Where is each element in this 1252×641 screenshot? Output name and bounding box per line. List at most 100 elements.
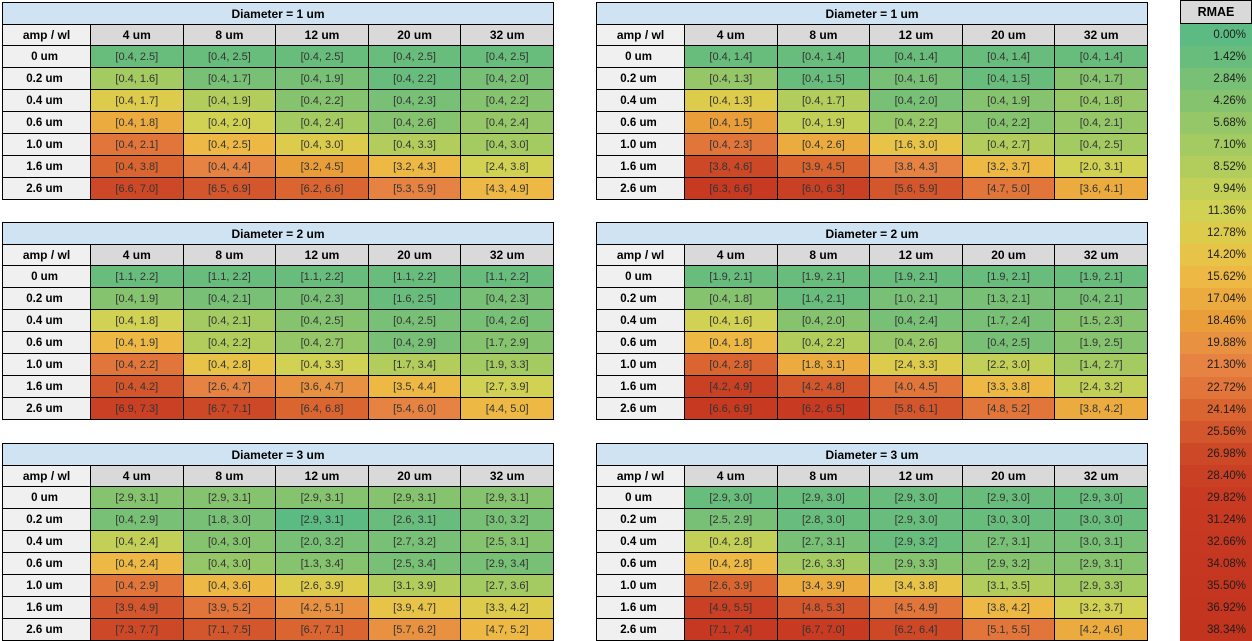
value-cell: [2.4, 3.3]	[869, 353, 963, 376]
value-cell: [1.4, 2.1]	[776, 287, 871, 310]
column-header: 20 um	[961, 24, 1056, 46]
value-cell: [0.4, 2.7]	[275, 331, 369, 354]
value-cell: [0.4, 2.9]	[367, 331, 462, 354]
value-cell: [1.7, 2.4]	[961, 309, 1056, 332]
value-cell: [0.4, 1.7]	[1054, 67, 1148, 90]
value-cell: [4.0, 4.5]	[869, 375, 963, 398]
table-title: Diameter = 2 um	[2, 222, 554, 245]
value-cell: [0.4, 1.8]	[90, 111, 184, 134]
column-header: 8 um	[182, 465, 277, 487]
row-label: 0 um	[2, 265, 91, 288]
value-cell: [6.6, 7.0]	[90, 177, 184, 200]
table-row: 0.2 um [0.4, 2.9] [1.8, 3.0] [2.9, 3.1] [2.6…	[2, 508, 554, 531]
value-cell: [2.4, 3.8]	[460, 155, 554, 178]
value-cell: [1.7, 2.9]	[460, 331, 554, 354]
value-cell: [0.4, 2.5]	[90, 45, 184, 68]
value-cell: [3.4, 3.9]	[776, 574, 871, 597]
legend-entry: 7.10%	[1180, 134, 1252, 157]
value-cell: [0.4, 2.2]	[776, 331, 871, 354]
column-header: 4 um	[684, 244, 778, 266]
row-label: 1.0 um	[596, 574, 685, 597]
column-header: 4 um	[90, 24, 184, 46]
value-cell: [6.2, 6.6]	[275, 177, 369, 200]
value-cell: [1.1, 2.2]	[460, 265, 554, 288]
value-cell: [3.3, 3.8]	[961, 375, 1056, 398]
row-label: 1.6 um	[596, 375, 685, 398]
column-header: 12 um	[275, 465, 369, 487]
legend-entry: 8.52%	[1180, 156, 1252, 179]
value-cell: [6.6, 6.9]	[684, 397, 778, 420]
row-label: 0.2 um	[596, 508, 685, 531]
row-label: 1.0 um	[2, 133, 91, 156]
row-label: 0 um	[2, 486, 91, 509]
column-header: 32 um	[460, 244, 554, 266]
value-cell: [0.4, 2.6]	[869, 331, 963, 354]
heatmap-table-diameter-3-right: Diameter = 3 um amp / wl 4 um 8 um 12 um 20 u…	[596, 443, 1148, 641]
value-cell: [0.4, 1.8]	[684, 331, 778, 354]
value-cell: [1.3, 3.4]	[275, 552, 369, 575]
row-label: 0.4 um	[2, 309, 91, 332]
value-cell: [2.5, 2.9]	[684, 508, 778, 531]
row-label: 0 um	[596, 265, 685, 288]
table-row: 0.2 um [0.4, 1.6] [0.4, 1.7] [0.4, 1.9] [0.4…	[2, 67, 554, 90]
value-cell: [0.4, 1.4]	[776, 45, 871, 68]
value-cell: [0.4, 2.9]	[90, 574, 184, 597]
value-cell: [6.2, 6.4]	[869, 618, 963, 641]
row-label: 1.6 um	[596, 596, 685, 619]
value-cell: [0.4, 2.3]	[367, 89, 462, 112]
heatmap-table-diameter-2-left: Diameter = 2 um amp / wl 4 um 8 um 12 um 20 u…	[2, 222, 554, 420]
value-cell: [1.9, 2.1]	[776, 265, 871, 288]
value-cell: [2.7, 3.6]	[460, 574, 554, 597]
legend-entry: 19.88%	[1180, 332, 1252, 355]
value-cell: [4.8, 5.3]	[776, 596, 871, 619]
value-cell: [3.9, 4.5]	[776, 155, 871, 178]
value-cell: [3.0, 3.1]	[1054, 530, 1148, 553]
value-cell: [0.4, 2.4]	[869, 309, 963, 332]
value-cell: [3.8, 4.2]	[1054, 397, 1148, 420]
legend-entry: 25.56%	[1180, 420, 1252, 443]
value-cell: [4.2, 4.6]	[1054, 618, 1148, 641]
legend-entry: 29.82%	[1180, 486, 1252, 509]
value-cell: [2.7, 3.1]	[776, 530, 871, 553]
legend-entry: 12.78%	[1180, 222, 1252, 245]
value-cell: [1.1, 2.2]	[182, 265, 277, 288]
value-cell: [0.4, 1.5]	[961, 67, 1056, 90]
table-row: 1.6 um [3.9, 4.9] [3.9, 5.2] [4.2, 5.1] [3.9…	[2, 596, 554, 619]
value-cell: [0.4, 1.9]	[90, 331, 184, 354]
value-cell: [2.6, 3.3]	[776, 552, 871, 575]
table-row: 0.4 um [0.4, 2.8] [2.7, 3.1] [2.9, 3.2] [2.7…	[596, 530, 1148, 553]
column-header: 8 um	[776, 465, 871, 487]
legend-entry: 26.98%	[1180, 442, 1252, 465]
row-label: 0.4 um	[596, 309, 685, 332]
value-cell: [0.4, 2.5]	[182, 45, 277, 68]
value-cell: [5.3, 5.9]	[367, 177, 462, 200]
table-row: 1.0 um [0.4, 2.3] [0.4, 2.6] [1.6, 3.0] [0.4…	[596, 133, 1148, 156]
value-cell: [0.4, 2.3]	[275, 287, 369, 310]
legend-entry: 15.62%	[1180, 266, 1252, 289]
value-cell: [2.6, 4.7]	[182, 375, 277, 398]
value-cell: [2.8, 3.0]	[776, 508, 871, 531]
value-cell: [0.4, 2.3]	[684, 133, 778, 156]
row-label: 2.6 um	[596, 177, 685, 200]
value-cell: [3.6, 4.1]	[1054, 177, 1148, 200]
value-cell: [0.4, 2.2]	[90, 353, 184, 376]
row-label: 0.2 um	[2, 508, 91, 531]
column-header: 20 um	[367, 244, 462, 266]
row-label: 0.4 um	[596, 530, 685, 553]
table-row: 2.6 um [7.3, 7.7] [7.1, 7.5] [6.7, 7.1] [5.7…	[2, 618, 554, 641]
value-cell: [0.4, 3.0]	[275, 133, 369, 156]
value-cell: [4.7, 5.0]	[961, 177, 1056, 200]
value-cell: [0.4, 2.8]	[684, 353, 778, 376]
value-cell: [0.4, 2.5]	[182, 133, 277, 156]
row-label: 1.0 um	[596, 353, 685, 376]
table-row: 0.6 um [0.4, 1.5] [0.4, 1.9] [0.4, 2.2] [0.4…	[596, 111, 1148, 134]
value-cell: [0.4, 1.7]	[90, 89, 184, 112]
row-label: 0.4 um	[2, 530, 91, 553]
legend-entry: 34.08%	[1180, 552, 1252, 575]
value-cell: [3.4, 3.8]	[869, 574, 963, 597]
column-header: 8 um	[776, 244, 871, 266]
table-row: 0.4 um [0.4, 1.8] [0.4, 2.1] [0.4, 2.5] [0.4…	[2, 309, 554, 332]
legend-entry: 24.14%	[1180, 398, 1252, 421]
table-row: 0.4 um [0.4, 1.3] [0.4, 1.7] [0.4, 2.0] [0.4…	[596, 89, 1148, 112]
